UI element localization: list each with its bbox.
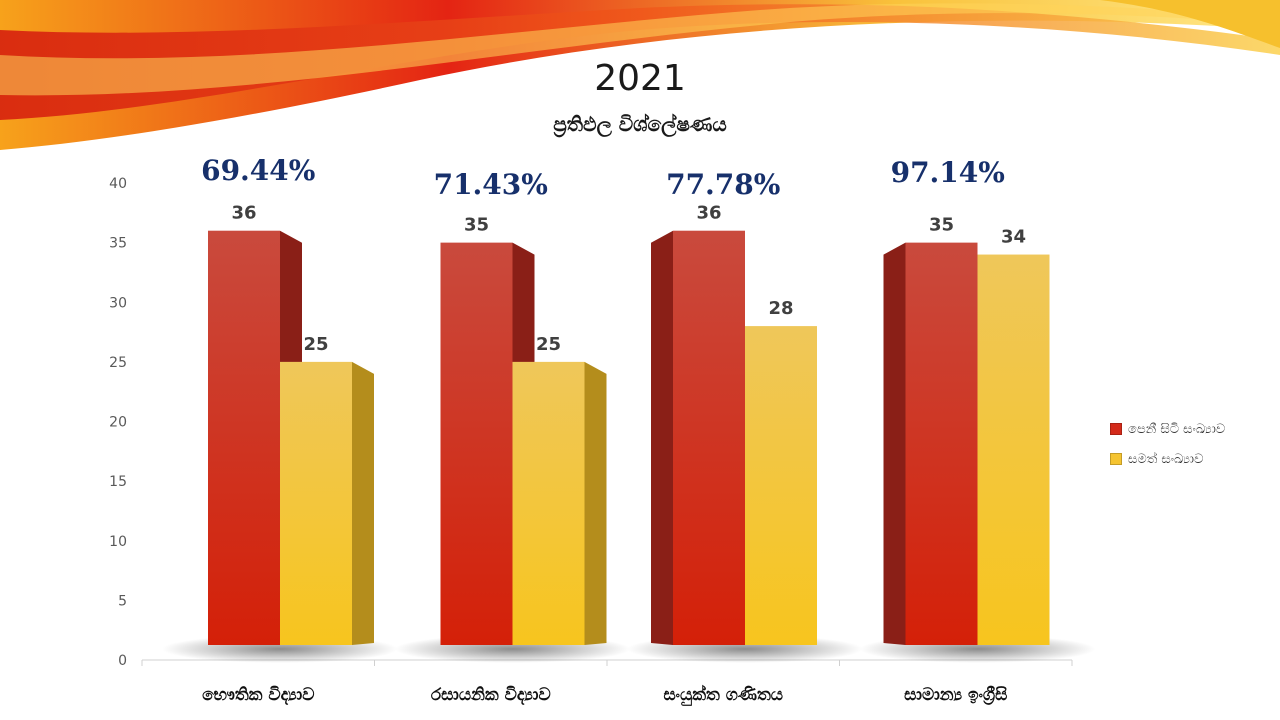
bar-appeared-2 [673, 230, 745, 645]
y-tick-label-2: 10 [109, 534, 127, 550]
y-tick-label-8: 40 [109, 176, 127, 192]
bar-appeared-1 [440, 242, 513, 645]
legend-swatch-passed [1110, 453, 1122, 465]
y-tick-label-5: 25 [109, 355, 127, 371]
bar-passed-side-0 [352, 361, 374, 645]
pass-percentage-3: 97.14% [891, 156, 1005, 189]
chart-title: 2021 [594, 58, 686, 99]
data-label-appeared-0: 36 [231, 203, 256, 224]
bar-appeared-0 [208, 230, 280, 645]
y-tick-label-4: 20 [109, 415, 127, 431]
bar-passed-1 [512, 361, 585, 645]
y-tick-label-3: 15 [109, 474, 127, 490]
bar-passed-2 [745, 326, 817, 645]
data-label-passed-2: 28 [768, 298, 793, 319]
data-label-passed-1: 25 [536, 334, 561, 355]
x-tick-label-0: භෞතික විද්‍යාව [202, 685, 314, 706]
bar-appeared-side-3 [883, 242, 906, 645]
bar-passed-0 [280, 361, 352, 645]
bar-appeared-side-2 [651, 230, 673, 645]
legend-label-appeared: පෙනී සිටි සංඛ්‍යාව [1128, 421, 1226, 437]
pass-percentage-1: 71.43% [434, 168, 548, 201]
data-label-appeared-2: 36 [696, 203, 721, 224]
chart-legend: පෙනී සිටි සංඛ්‍යාව සමත් සංඛ්‍යාව [1110, 414, 1225, 474]
legend-item-appeared: පෙනී සිටි සංඛ්‍යාව [1110, 414, 1225, 444]
legend-label-passed: සමත් සංඛ්‍යාව [1128, 451, 1204, 467]
pass-percentage-0: 69.44% [201, 154, 315, 187]
x-tick-label-2: සංයුක්ත ගණිතය [663, 684, 783, 706]
pass-percentage-2: 77.78% [666, 168, 780, 201]
data-label-passed-3: 34 [1001, 227, 1026, 248]
chart-subtitle: ප්‍රතිඵල විශ්ලේෂණය [553, 112, 727, 136]
x-tick-label-1: රසායනික විද්‍යාව [431, 685, 551, 706]
data-label-appeared-3: 35 [929, 215, 954, 236]
bar-appeared-3 [905, 242, 978, 645]
y-tick-label-7: 35 [109, 236, 127, 252]
decorative-banner [0, 0, 1280, 150]
data-label-passed-0: 25 [303, 334, 328, 355]
data-label-appeared-1: 35 [464, 215, 489, 236]
x-tick-label-3: සාමාන්‍ය ඉංග්‍රීසි [904, 685, 1007, 706]
y-tick-label-6: 30 [109, 295, 127, 311]
legend-swatch-appeared [1110, 423, 1122, 435]
bar-passed-3 [977, 254, 1050, 646]
bar-passed-side-1 [584, 361, 607, 645]
y-tick-label-1: 5 [118, 593, 127, 609]
legend-item-passed: සමත් සංඛ්‍යාව [1110, 444, 1225, 474]
y-tick-label-0: 0 [118, 653, 127, 669]
